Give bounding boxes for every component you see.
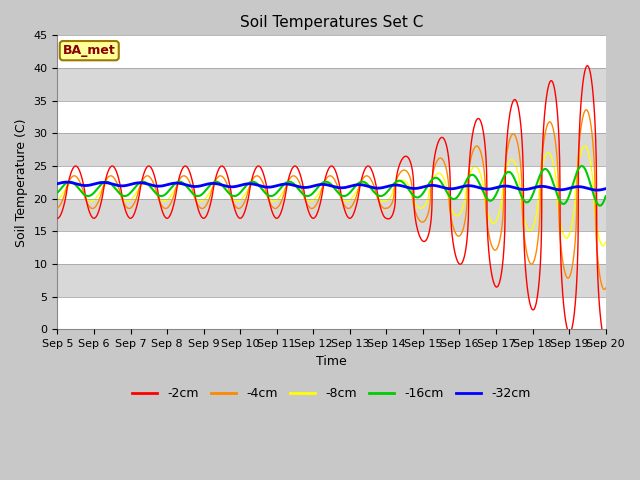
Text: BA_met: BA_met <box>63 44 116 57</box>
Bar <box>58 166 605 199</box>
Legend: -2cm, -4cm, -8cm, -16cm, -32cm: -2cm, -4cm, -8cm, -16cm, -32cm <box>127 383 536 406</box>
X-axis label: Time: Time <box>316 355 347 368</box>
Bar <box>58 36 605 68</box>
Title: Soil Temperatures Set C: Soil Temperatures Set C <box>240 15 423 30</box>
Bar <box>58 101 605 133</box>
Y-axis label: Soil Temperature (C): Soil Temperature (C) <box>15 118 28 247</box>
Bar <box>58 231 605 264</box>
Bar <box>58 297 605 329</box>
